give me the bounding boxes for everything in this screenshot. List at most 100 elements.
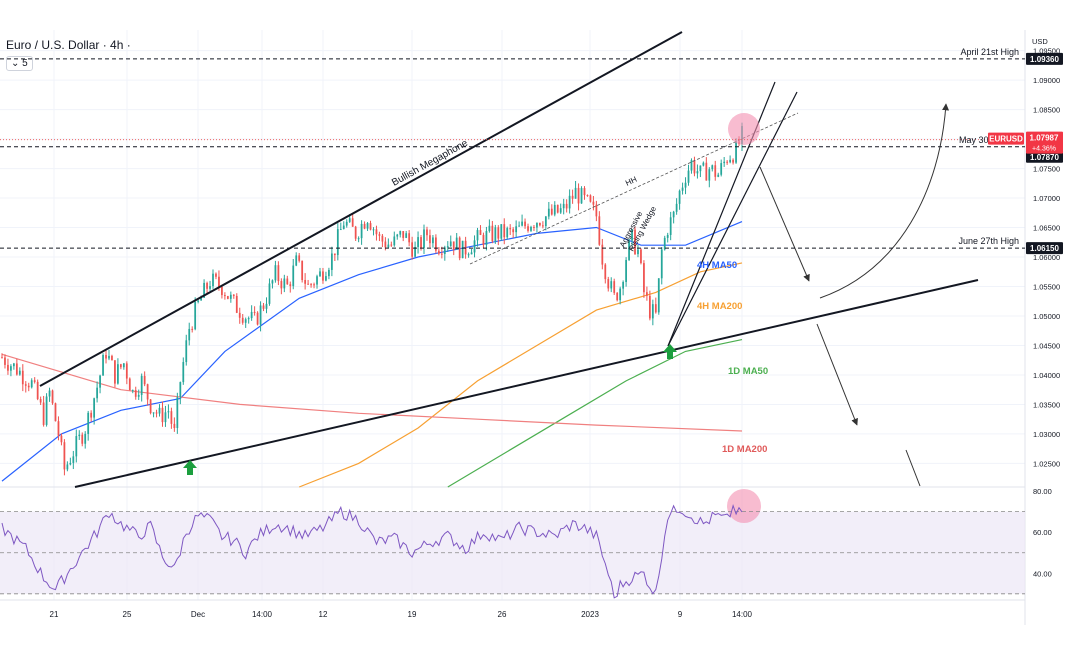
candle-body <box>592 201 595 205</box>
candle-body <box>559 208 562 213</box>
candle-body <box>203 282 205 298</box>
candle-body <box>304 280 307 284</box>
candle-body <box>51 390 54 404</box>
time-tick: Dec <box>191 610 205 619</box>
candle-body <box>10 366 12 371</box>
candle-body <box>562 203 565 209</box>
symbol-title[interactable]: Euro / U.S. Dollar · 4h · <box>6 38 131 52</box>
currency-label: USD <box>1032 37 1048 46</box>
price-tags: 1.09360 1.07870 1.06150 EURUSD 1.07987 +4.36% <box>988 52 1063 255</box>
change-tag: +4.36% <box>1032 146 1056 153</box>
candle-body <box>137 394 140 397</box>
candle-body <box>253 311 256 313</box>
candle-body <box>328 269 330 277</box>
projection-arrow-down-2[interactable] <box>816 323 858 426</box>
candle-body <box>378 234 381 236</box>
projection-arrow-down-1[interactable] <box>759 166 810 282</box>
candle-body <box>78 434 81 437</box>
candle-body <box>440 253 443 255</box>
candle-body <box>690 160 693 171</box>
candle-body <box>696 171 699 174</box>
candle-body <box>360 223 363 239</box>
candle-body <box>134 390 137 397</box>
candle-body <box>143 375 146 385</box>
candle-body <box>69 462 72 465</box>
candle-body <box>102 354 104 376</box>
candle-body <box>446 246 449 248</box>
candle-body <box>18 370 21 375</box>
candle-body <box>672 211 675 218</box>
candle-body <box>387 244 390 248</box>
candle-body <box>714 165 717 177</box>
candle-body <box>164 412 167 423</box>
candle-body <box>637 249 639 255</box>
candle-body <box>226 296 229 299</box>
projection-arrow-down-3[interactable] <box>905 449 921 487</box>
candle-body <box>461 240 464 259</box>
candle-body <box>247 318 250 320</box>
candle-body <box>687 170 690 183</box>
candle-body <box>628 240 630 260</box>
level-label-june: June 27th High <box>958 236 1019 246</box>
candle-body <box>256 312 259 325</box>
interval-toggle-label: 5 <box>22 58 28 69</box>
candle-body <box>146 384 149 400</box>
candle-body <box>339 229 342 231</box>
price-tick: 1.04000 <box>1033 371 1060 380</box>
candle-body <box>319 271 321 277</box>
candle-body <box>414 246 416 257</box>
candle-body <box>375 229 378 235</box>
candle-body <box>313 284 315 286</box>
candle-body <box>366 223 369 229</box>
drawings[interactable] <box>39 31 979 523</box>
candle-body <box>708 169 711 181</box>
horizontal-levels[interactable]: April 21st High May 30 June 27th High <box>0 47 1025 249</box>
candle-body <box>194 301 197 330</box>
time-tick: 14:00 <box>732 610 753 619</box>
candle-body <box>215 273 217 277</box>
candle-body <box>301 260 304 281</box>
price-tag-june-bg <box>1026 242 1063 255</box>
price-tick: 1.09000 <box>1033 76 1060 85</box>
candle-body <box>268 283 271 304</box>
projection-arrow-up-curve[interactable] <box>819 103 950 299</box>
candle-body <box>322 271 324 281</box>
candle-body <box>271 280 274 284</box>
hh-label: HH <box>624 175 638 188</box>
candle-body <box>108 355 110 359</box>
interval-toggle[interactable]: ⌄ 5 <box>6 56 33 71</box>
level-label-april: April 21st High <box>960 47 1019 57</box>
candle-body <box>556 204 559 213</box>
candle-body <box>185 340 188 363</box>
candle-body <box>298 255 301 261</box>
candle-body <box>265 303 268 309</box>
candle-body <box>191 328 194 330</box>
candle-body <box>131 390 134 392</box>
candle-body <box>467 254 470 256</box>
candle-body <box>571 195 574 199</box>
time-tick: 26 <box>498 610 507 619</box>
time-tick: 25 <box>123 610 132 619</box>
candle-body <box>316 276 318 285</box>
candle-body <box>173 423 176 428</box>
candle-body <box>651 304 654 319</box>
candle-body <box>188 328 191 341</box>
rsi-tick: 60.00 <box>1033 528 1052 537</box>
candle-body <box>161 407 164 423</box>
price-tick: 1.07500 <box>1033 165 1060 174</box>
ma50-1d-label: 1D MA50 <box>728 366 768 377</box>
candle-body <box>274 265 277 281</box>
ma50-4h-line <box>1 221 743 482</box>
megaphone-lower-line[interactable] <box>74 279 979 488</box>
candle-body <box>509 228 512 230</box>
candle-body <box>206 282 208 289</box>
candle-body <box>515 226 518 233</box>
wedge-lower-line[interactable] <box>667 91 798 347</box>
candle-body <box>527 226 529 231</box>
megaphone-upper-line[interactable] <box>39 31 683 387</box>
candle-body <box>470 252 473 255</box>
candle-body <box>283 278 286 289</box>
ma200-4h-line <box>298 262 743 488</box>
candles <box>1 122 743 476</box>
